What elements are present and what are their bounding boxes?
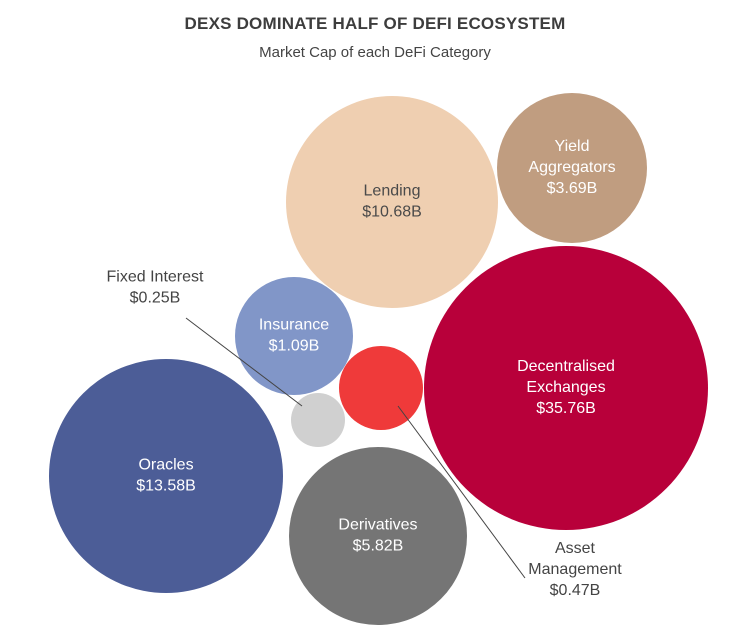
leader-lines — [185, 317, 526, 579]
bubble-yield-aggregators — [497, 93, 647, 243]
category-label-yield-aggregators: Aggregators — [528, 159, 615, 176]
category-label-decentralised-exchanges: Exchanges — [526, 379, 605, 396]
value-label-fixed-interest: $0.25B — [130, 290, 181, 307]
leader-line-fixed-interest — [185, 317, 303, 407]
value-label-oracles: $13.58B — [136, 478, 196, 495]
bubble-derivatives — [289, 447, 467, 625]
value-label-insurance: $1.09B — [269, 338, 320, 355]
category-label-lending: Lending — [364, 183, 421, 200]
bubble-lending — [286, 96, 498, 308]
value-label-yield-aggregators: $3.69B — [547, 180, 598, 197]
category-label-oracles: Oracles — [138, 457, 193, 474]
chart-title: DEXS DOMINATE HALF OF DEFI ECOSYSTEM — [184, 14, 566, 33]
value-label-asset-management: $0.47B — [550, 582, 601, 599]
category-label-asset-management: Management — [528, 561, 622, 578]
category-label-fixed-interest: Fixed Interest — [107, 269, 204, 286]
bubble-oracles — [49, 359, 283, 593]
bubble-fixed-interest — [291, 393, 345, 447]
category-label-yield-aggregators: Yield — [555, 138, 590, 155]
bubble-insurance — [235, 277, 353, 395]
bubble-labels: Lending $10.68B Yield Aggregators $3.69B Dece… — [107, 138, 623, 599]
value-label-decentralised-exchanges: $35.76B — [536, 400, 596, 417]
bubble-decentralised-exchanges — [424, 246, 708, 530]
category-label-decentralised-exchanges: Decentralised — [517, 358, 615, 375]
value-label-lending: $10.68B — [362, 204, 422, 221]
bubble-asset-management — [339, 346, 423, 430]
category-label-insurance: Insurance — [259, 317, 329, 334]
leader-line-asset-management — [397, 405, 526, 579]
category-label-derivatives: Derivatives — [338, 517, 417, 534]
chart-subtitle: Market Cap of each DeFi Category — [259, 44, 491, 61]
category-label-asset-management: Asset — [555, 540, 596, 557]
bubbles — [49, 93, 708, 625]
value-label-derivatives: $5.82B — [353, 538, 404, 555]
